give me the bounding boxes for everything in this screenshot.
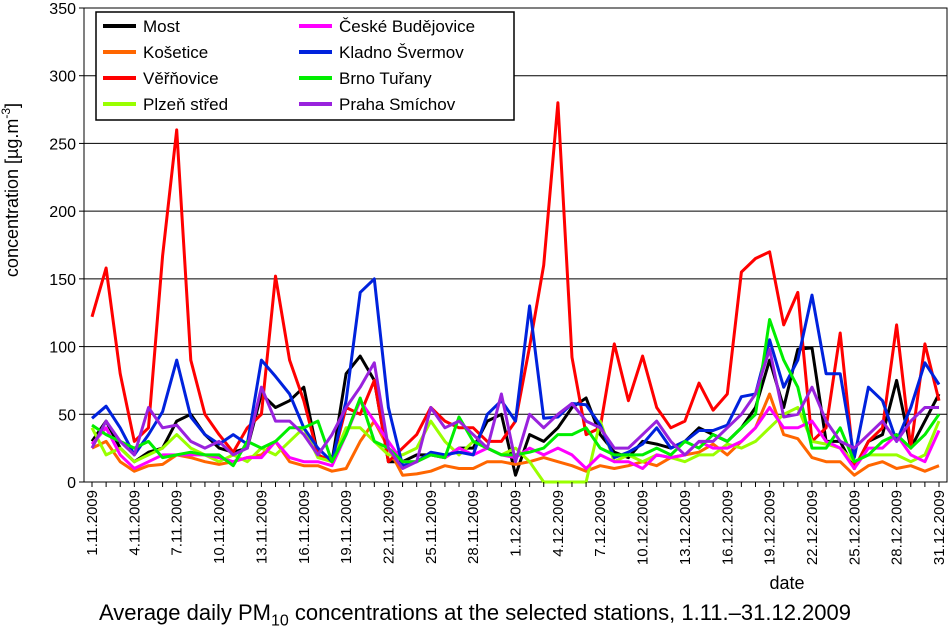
legend-label-most: Most: [143, 17, 180, 36]
legend-label-praha-smichov: Praha Smíchov: [339, 95, 456, 114]
x-tick-label: 4.12.2009: [550, 490, 567, 557]
x-tick-label: 10.12.2009: [635, 490, 652, 565]
y-tick-label: 100: [49, 340, 76, 357]
legend: Most Košetice Věřňovice Plzeň střed České Bu…: [95, 11, 515, 121]
y-tick-label: 350: [49, 1, 76, 18]
legend-label-kladno-svermov: Kladno Švermov: [339, 43, 464, 62]
legend-label-plzen-stred: Plzeň střed: [143, 95, 228, 114]
x-tick-label: 1.12.2009: [508, 490, 525, 557]
legend-label-ceske-budejovice: České Budějovice: [339, 17, 475, 36]
x-tick-label: 10.11.2009: [211, 490, 228, 564]
y-tick-label: 200: [49, 204, 76, 221]
y-tick-label: 50: [58, 407, 76, 424]
x-tick-label: 1.11.2009: [84, 490, 101, 556]
x-axis: 1.11.2009 4.11.2009 7.11.2009 10.11.2009 13.…: [84, 482, 948, 565]
x-tick-label: 16.11.2009: [296, 490, 313, 564]
legend-label-vernovice: Věřňovice: [143, 69, 219, 88]
legend-label-brno-turany: Brno Tuřany: [339, 69, 432, 88]
x-tick-label: 7.11.2009: [169, 490, 186, 556]
y-tick-label: 0: [67, 475, 76, 492]
series-lines: [90, 101, 941, 484]
line-chart: 0 50 100 150 200 250 300 350 1.11.2009 4.11.2009…: [0, 1, 948, 593]
x-tick-label: 16.12.2009: [719, 490, 736, 565]
legend-label-kosetice: Košetice: [143, 43, 208, 62]
x-tick-label: 22.11.2009: [380, 490, 397, 564]
y-tick-label: 250: [49, 136, 76, 153]
x-tick-label: 28.11.2009: [465, 490, 482, 564]
x-tick-label: 13.11.2009: [253, 490, 270, 564]
x-tick-label: 13.12.2009: [677, 490, 694, 565]
y-tick-label: 150: [49, 272, 76, 289]
x-tick-label: 31.12.2009: [931, 490, 948, 565]
x-tick-label: 28.12.2009: [889, 490, 906, 565]
chart-caption: Average daily PM10 concentrations at the…: [98, 600, 851, 630]
x-tick-label: 25.11.2009: [423, 490, 440, 564]
x-tick-label: 7.12.2009: [592, 490, 609, 557]
x-tick-label: 4.11.2009: [126, 490, 143, 556]
x-tick-label: 25.12.2009: [846, 490, 863, 565]
y-axis: 0 50 100 150 200 250 300 350: [49, 1, 84, 492]
x-tick-label: 19.12.2009: [762, 490, 779, 565]
x-tick-label: 22.12.2009: [804, 490, 821, 565]
series-line-praha-smichov: [90, 347, 939, 470]
y-axis-label: concentration [µg.m-3]: [0, 103, 22, 277]
x-axis-label: date: [769, 573, 804, 593]
x-tick-label: 19.11.2009: [338, 490, 355, 564]
series-line-kladno-svermov: [91, 277, 941, 468]
y-tick-label: 300: [49, 69, 76, 86]
